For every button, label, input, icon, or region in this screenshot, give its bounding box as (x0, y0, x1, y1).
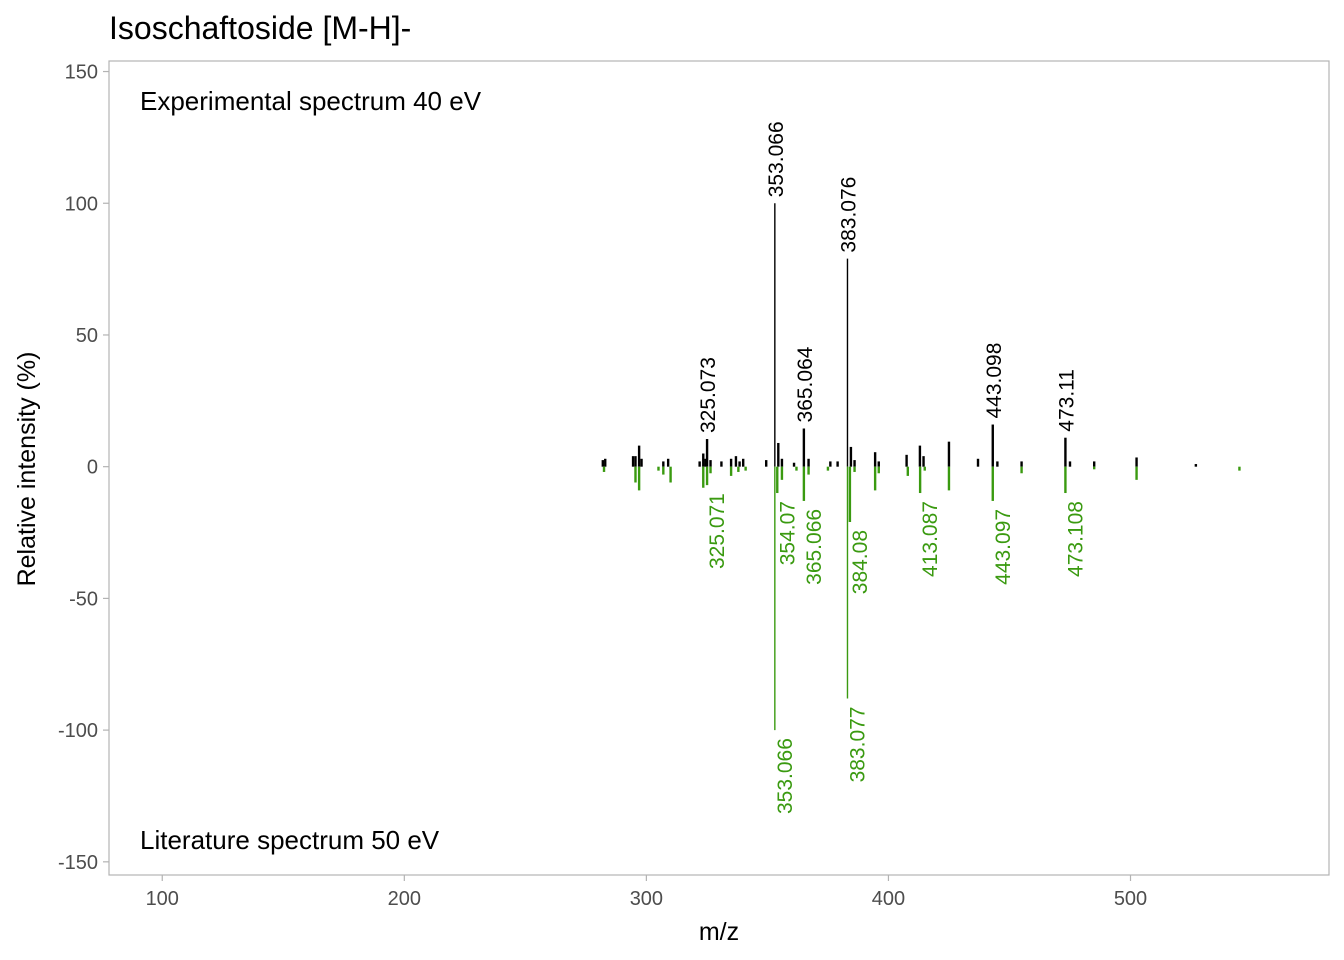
experimental-peak-label: 365.064 (794, 346, 817, 422)
literature-peak-label: 365.066 (803, 509, 826, 585)
literature-peak-label: 443.097 (992, 509, 1015, 585)
experimental-peak-label: 443.098 (983, 343, 1006, 419)
literature-peak-label: 353.066 (774, 738, 797, 814)
experimental-peak-label: 353.066 (765, 121, 788, 197)
x-tick-label: 200 (388, 888, 421, 910)
y-tick-label: 100 (65, 193, 98, 215)
y-tick-label: 150 (65, 62, 98, 84)
x-tick-label: 500 (1114, 888, 1147, 910)
plot-panel-border (108, 60, 1330, 876)
x-tick-label: 400 (872, 888, 905, 910)
y-tick-label: -50 (69, 588, 98, 610)
chart-title: Isoschaftoside [M-H]- (109, 10, 411, 46)
y-tick-label: 50 (76, 325, 98, 347)
literature-peak-label: 473.108 (1064, 501, 1087, 577)
literature-peak-label: 325.071 (706, 493, 729, 569)
y-tick-label: -100 (58, 720, 98, 742)
experimental-peak-label: 325.073 (697, 357, 720, 433)
y-tick-label: 0 (87, 457, 98, 479)
x-tick-label: 300 (630, 888, 663, 910)
experimental-peak-label: 473.11 (1055, 369, 1078, 432)
literature-peak-label: 354.07 (776, 501, 799, 565)
literature-peak-label: 384.08 (849, 530, 872, 594)
literature-spectrum-annotation: Literature spectrum 50 eV (140, 825, 440, 855)
experimental-peak-label: 383.076 (837, 177, 860, 253)
y-tick-label: -150 (58, 852, 98, 874)
literature-peak-label: 413.087 (919, 501, 942, 577)
x-axis-title: m/z (699, 918, 739, 946)
y-axis-title: Relative intensity (%) (13, 352, 41, 587)
literature-peak-label: 383.077 (846, 707, 869, 783)
experimental-spectrum-annotation: Experimental spectrum 40 eV (140, 86, 482, 116)
x-tick-label: 100 (146, 888, 179, 910)
